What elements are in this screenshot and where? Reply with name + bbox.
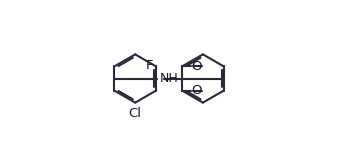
Text: NH: NH [160,72,179,85]
Text: Cl: Cl [129,106,142,119]
Text: F: F [146,59,153,72]
Text: O: O [191,84,202,97]
Text: O: O [191,60,202,73]
